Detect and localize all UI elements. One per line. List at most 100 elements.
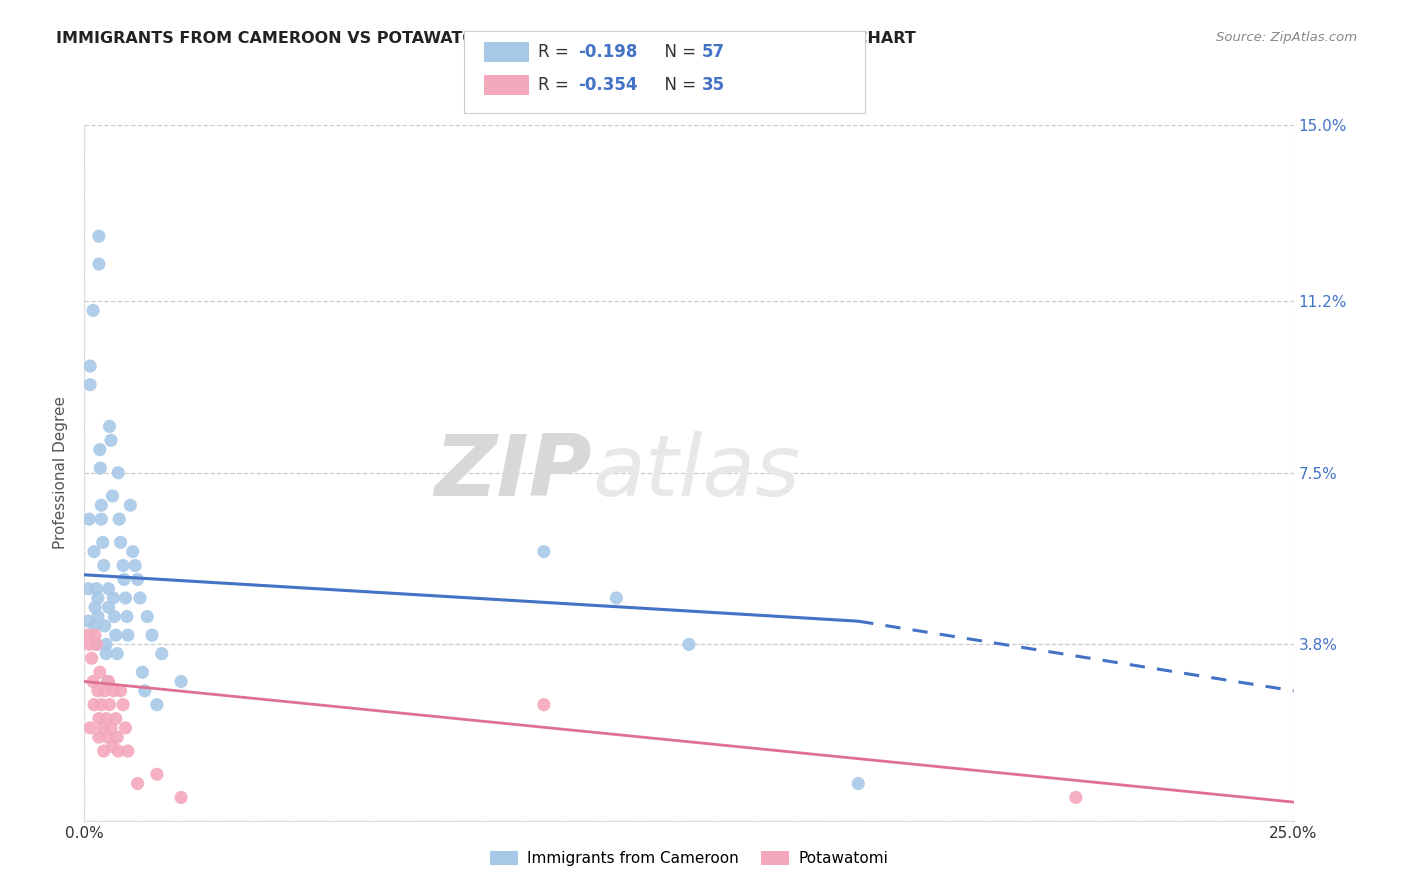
Point [127,573,149,587]
Point [112,698,135,712]
Point [94,647,117,661]
Point [79,721,101,735]
Point [533,698,555,712]
Point [82,303,104,318]
Point [100,434,122,448]
Point [141,628,163,642]
Point [678,637,700,651]
Point [100,721,122,735]
Point [110,683,132,698]
Text: Source: ZipAtlas.com: Source: ZipAtlas.com [1216,31,1357,45]
Point [97,582,120,596]
Point [108,512,131,526]
Point [115,609,138,624]
Text: ZIP: ZIP [434,431,592,515]
Point [97,674,120,689]
Text: atlas: atlas [592,431,800,515]
Point [129,591,152,605]
Point [98,698,121,712]
Point [77,614,100,628]
Point [97,730,120,744]
Point [136,609,159,624]
Point [91,721,114,735]
Point [117,628,139,642]
Text: R =: R = [538,43,575,61]
Point [77,512,100,526]
Point [94,712,117,726]
Point [112,573,135,587]
Point [150,647,173,661]
Point [89,461,111,475]
Point [77,582,100,596]
Point [120,498,142,512]
Point [93,558,115,573]
Point [94,637,117,651]
Point [105,647,128,661]
Point [121,544,143,558]
Legend: Immigrants from Cameroon, Potawatomi: Immigrants from Cameroon, Potawatomi [484,845,894,872]
Point [107,466,129,480]
Point [93,744,115,758]
Point [104,712,127,726]
Point [110,535,132,549]
Point [134,683,156,698]
Point [80,651,103,665]
Point [89,442,111,457]
Point [87,609,110,624]
Text: -0.198: -0.198 [578,43,637,61]
Point [90,498,112,512]
Point [846,776,869,790]
Point [107,744,129,758]
Point [105,730,128,744]
Text: N =: N = [654,43,702,61]
Point [104,628,127,642]
Point [97,674,120,689]
Point [103,683,125,698]
Point [86,637,108,651]
Point [87,257,110,271]
Point [533,544,555,558]
Point [86,637,108,651]
Point [79,377,101,392]
Point [97,600,120,615]
Text: -0.354: -0.354 [578,76,637,94]
Point [87,730,110,744]
Point [93,683,115,698]
Point [83,698,105,712]
Point [82,674,104,689]
Point [127,776,149,790]
Point [170,674,193,689]
Point [146,698,169,712]
Point [87,229,110,244]
Point [124,558,146,573]
Point [112,558,135,573]
Point [86,582,108,596]
Y-axis label: Professional Degree: Professional Degree [53,396,69,549]
Point [101,489,124,503]
Point [131,665,153,680]
Point [117,744,139,758]
Point [84,619,107,633]
Point [77,628,100,642]
Point [170,790,193,805]
Point [93,619,115,633]
Point [83,544,105,558]
Text: N =: N = [654,76,702,94]
Text: IMMIGRANTS FROM CAMEROON VS POTAWATOMI PROFESSIONAL DEGREE CORRELATION CHART: IMMIGRANTS FROM CAMEROON VS POTAWATOMI P… [56,31,915,46]
Point [84,600,107,615]
Point [103,609,125,624]
Point [114,591,136,605]
Point [90,698,112,712]
Point [98,419,121,434]
Text: 57: 57 [702,43,724,61]
Point [89,665,111,680]
Point [87,712,110,726]
Point [87,683,110,698]
Point [605,591,627,605]
Point [91,535,114,549]
Point [146,767,169,781]
Point [90,512,112,526]
Point [84,628,107,642]
Text: 35: 35 [702,76,724,94]
Point [103,591,125,605]
